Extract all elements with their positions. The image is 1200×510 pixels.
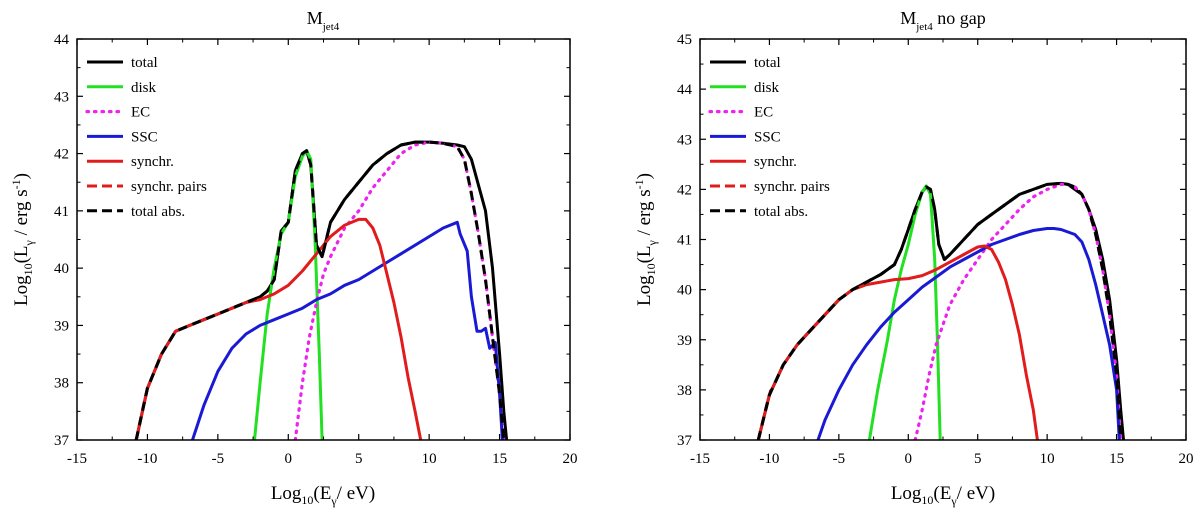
y-label-prefix: Log bbox=[11, 275, 32, 306]
x-tick-label: 10 bbox=[422, 451, 437, 467]
y-tick-label: 44 bbox=[54, 32, 70, 48]
x-tick-label: 5 bbox=[355, 451, 363, 467]
legend-label: SSC bbox=[754, 129, 781, 145]
series-line-disk bbox=[867, 184, 942, 440]
legend-label: synchr. pairs bbox=[754, 179, 830, 195]
title-suffix: no gap bbox=[933, 8, 986, 28]
y-tick-label: 37 bbox=[677, 433, 693, 449]
x-tick-label: 5 bbox=[974, 451, 982, 467]
y-label-open: (L bbox=[634, 245, 655, 263]
y-tick-label: 41 bbox=[54, 204, 69, 220]
y-tick-label: 43 bbox=[54, 89, 69, 105]
y-label-exponent: -1 bbox=[632, 179, 646, 189]
legend-label: total abs. bbox=[131, 204, 185, 220]
y-tick-label: 45 bbox=[677, 32, 692, 48]
y-label-subscript: 10 bbox=[21, 263, 35, 275]
x-tick-label: 0 bbox=[905, 451, 913, 467]
title-subscript: jet4 bbox=[322, 21, 340, 33]
y-tick-label: 41 bbox=[677, 233, 692, 249]
y-label-open: (L bbox=[11, 245, 32, 263]
chart-title: Mjet4 no gap bbox=[900, 8, 986, 33]
x-tick-label: 0 bbox=[285, 451, 293, 467]
x-label-open: (E bbox=[933, 483, 951, 504]
x-tick-label: -15 bbox=[67, 451, 87, 467]
y-label-gamma: γ bbox=[22, 239, 36, 246]
x-tick-label: -10 bbox=[137, 451, 157, 467]
series-line-ssc bbox=[191, 220, 504, 440]
y-label-close: ) bbox=[634, 173, 655, 179]
legend-label: total bbox=[754, 55, 781, 71]
x-label-rest: / eV) bbox=[957, 483, 996, 504]
y-tick-label: 40 bbox=[54, 261, 69, 277]
y-label-rest: / erg s bbox=[11, 189, 32, 240]
series-line-total bbox=[756, 181, 1125, 440]
x-label-prefix: Log bbox=[891, 483, 922, 504]
legend-label: SSC bbox=[131, 129, 158, 145]
x-tick-label: 15 bbox=[1109, 451, 1124, 467]
y-tick-label: 38 bbox=[54, 376, 69, 392]
y-label-prefix: Log bbox=[634, 275, 655, 306]
y-tick-label: 37 bbox=[54, 433, 70, 449]
series-line-ec bbox=[913, 182, 1123, 440]
y-axis-label: Log10(Lγ / erg s-1) bbox=[632, 173, 659, 306]
x-tick-label: 10 bbox=[1040, 451, 1055, 467]
x-tick-label: -10 bbox=[759, 451, 779, 467]
x-tick-label: -5 bbox=[212, 451, 225, 467]
legend-label: disk bbox=[754, 80, 780, 96]
x-label-subscript: 10 bbox=[301, 493, 313, 507]
legend-label: total bbox=[131, 55, 158, 71]
series-group bbox=[134, 140, 509, 440]
y-tick-label: 38 bbox=[677, 383, 692, 399]
y-label-rest: / erg s bbox=[634, 189, 655, 240]
x-label-rest: / eV) bbox=[337, 483, 376, 504]
series-line-ssc bbox=[816, 227, 1121, 440]
y-tick-label: 40 bbox=[677, 283, 692, 299]
y-axis-label: Log10(Lγ / erg s-1) bbox=[9, 173, 36, 306]
y-tick-label: 39 bbox=[677, 333, 692, 349]
chart-panel-1: -15 -10 -5 0 5 10 15 20 37 38 39 40 41 42 43 44 Mjet4 Log… bbox=[9, 8, 578, 508]
x-label-open: (E bbox=[313, 483, 331, 504]
y-label-exponent: -1 bbox=[9, 179, 23, 189]
title-subscript: jet4 bbox=[915, 21, 933, 33]
x-label-gamma: γ bbox=[950, 494, 957, 508]
y-label-subscript: 10 bbox=[644, 263, 658, 275]
y-label-gamma: γ bbox=[645, 239, 659, 246]
chart-title: Mjet4 bbox=[307, 8, 340, 33]
series-line-ec bbox=[293, 140, 506, 440]
chart-panel-2: -15 -10 -5 0 5 10 15 20 37 38 39 40 41 42 43 44 45 Mjet4 … bbox=[632, 8, 1194, 508]
legend: total disk EC SSC synchr. synchr. pairs total … bbox=[708, 55, 830, 220]
x-tick-label: -15 bbox=[690, 451, 710, 467]
legend-label: synchr. bbox=[754, 154, 797, 170]
y-tick-label: 42 bbox=[54, 147, 69, 163]
y-label-close: ) bbox=[11, 173, 32, 179]
legend-label: EC bbox=[754, 105, 773, 121]
y-tick-label: 39 bbox=[54, 318, 69, 334]
x-label-subscript: 10 bbox=[921, 493, 933, 507]
legend-label: total abs. bbox=[754, 204, 808, 220]
title-main-text: M bbox=[900, 8, 916, 28]
series-line-synchr bbox=[134, 217, 423, 440]
x-label-gamma: γ bbox=[330, 494, 337, 508]
series-group bbox=[756, 181, 1125, 440]
title-main-text: M bbox=[307, 8, 323, 28]
x-label-prefix: Log bbox=[271, 483, 302, 504]
x-axis-label: Log10(Eγ/ eV) bbox=[271, 483, 375, 508]
x-tick-label: 20 bbox=[563, 451, 578, 467]
plot-frame bbox=[699, 38, 1187, 441]
y-tick-label: 44 bbox=[677, 82, 693, 98]
x-axis-label: Log10(Eγ/ eV) bbox=[891, 483, 995, 508]
y-tick-label: 42 bbox=[677, 182, 692, 198]
legend-label: EC bbox=[131, 105, 150, 121]
y-tick-label: 43 bbox=[677, 132, 692, 148]
series-line-total-abs bbox=[756, 181, 1123, 440]
x-tick-label: 20 bbox=[1179, 451, 1194, 467]
x-tick-label: -5 bbox=[833, 451, 846, 467]
legend-label: disk bbox=[131, 80, 157, 96]
legend-label: synchr. pairs bbox=[131, 179, 207, 195]
legend: total disk EC SSC synchr. synchr. pairs total … bbox=[85, 55, 207, 220]
legend-label: synchr. bbox=[131, 154, 174, 170]
x-tick-label: 15 bbox=[492, 451, 507, 467]
